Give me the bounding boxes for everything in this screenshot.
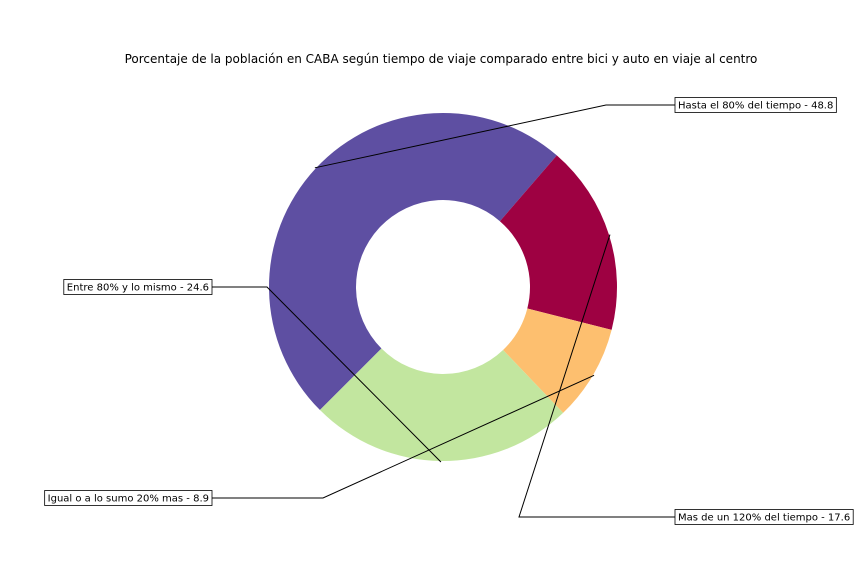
donut-slice [319, 348, 564, 461]
slice-label: Igual o a lo sumo 20% mas - 8.9 [44, 490, 213, 506]
leader-line [212, 374, 595, 499]
slice-label-text: Entre 80% y lo mismo - 24.6 [67, 283, 209, 294]
slice-label-box [44, 490, 213, 506]
slice-label-text: Mas de un 120% del tiempo - 17.6 [678, 513, 850, 524]
slice-label: Entre 80% y lo mismo - 24.6 [63, 279, 213, 295]
donut-slice [503, 308, 612, 413]
donut-slice [268, 112, 557, 411]
slice-label-text: Igual o a lo sumo 20% mas - 8.9 [48, 494, 209, 505]
leader-line [212, 286, 442, 463]
slice-label-box [674, 509, 854, 525]
slice-label-box [63, 279, 213, 295]
leader-line [518, 234, 675, 518]
donut-slices [268, 112, 617, 461]
slice-label: Mas de un 120% del tiempo - 17.6 [674, 509, 854, 525]
chart-title: Porcentaje de la población en CABA según… [125, 52, 758, 66]
leader-line [314, 104, 675, 169]
slice-label-text: Hasta el 80% del tiempo - 48.8 [678, 101, 833, 112]
slice-labels: Hasta el 80% del tiempo - 48.8 Mas de un … [44, 97, 854, 525]
donut-slice [499, 155, 617, 330]
slice-label: Hasta el 80% del tiempo - 48.8 [674, 97, 837, 113]
slice-label-box [674, 97, 837, 113]
